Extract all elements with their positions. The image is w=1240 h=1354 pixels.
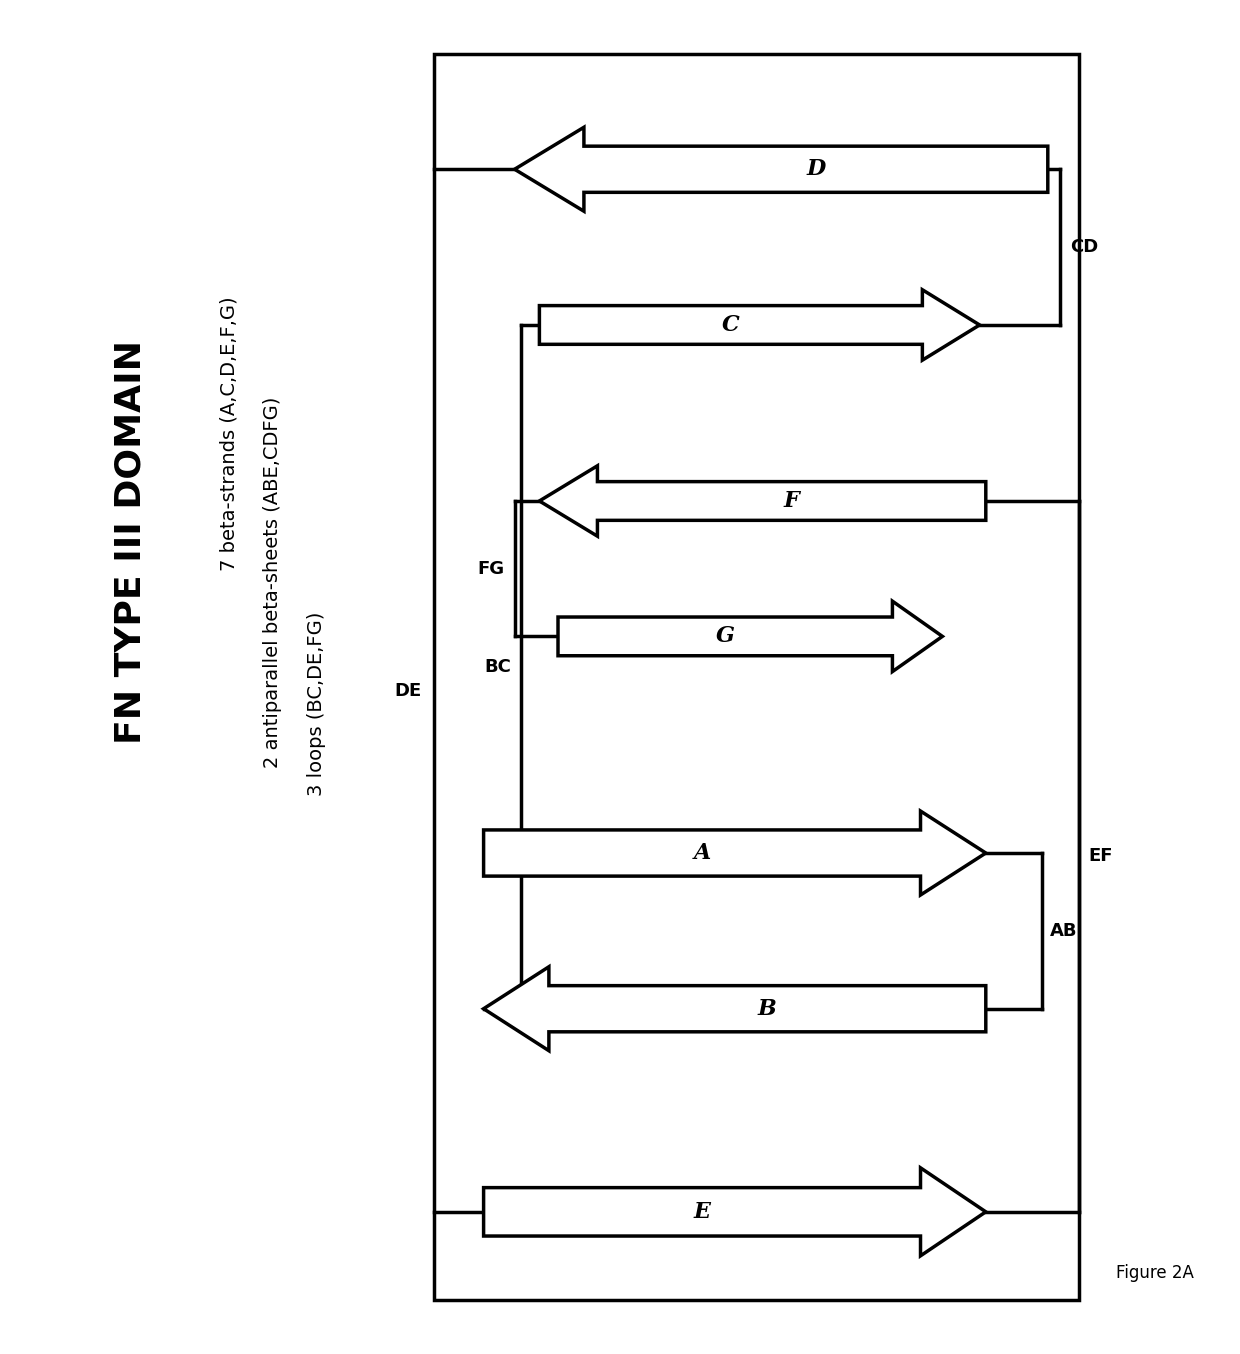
Text: EF: EF xyxy=(1089,848,1114,865)
Text: AB: AB xyxy=(1050,922,1078,940)
Text: 2 antiparallel beta-sheets (ABE,CDFG): 2 antiparallel beta-sheets (ABE,CDFG) xyxy=(263,397,283,768)
Text: G: G xyxy=(715,626,735,647)
Text: DE: DE xyxy=(394,681,422,700)
Text: BC: BC xyxy=(484,658,511,676)
FancyArrow shape xyxy=(484,811,986,895)
Text: A: A xyxy=(693,842,711,864)
Text: CD: CD xyxy=(1070,238,1099,256)
FancyArrow shape xyxy=(539,290,980,360)
FancyArrow shape xyxy=(484,1167,986,1257)
Text: E: E xyxy=(693,1201,711,1223)
Bar xyxy=(434,54,1079,1300)
FancyArrow shape xyxy=(558,601,942,672)
Text: FG: FG xyxy=(477,559,505,578)
Text: Figure 2A: Figure 2A xyxy=(1116,1263,1194,1282)
Text: D: D xyxy=(806,158,826,180)
Text: FN TYPE III DOMAIN: FN TYPE III DOMAIN xyxy=(113,340,148,743)
Text: F: F xyxy=(784,490,800,512)
Text: 7 beta-strands (A,C,D,E,F,G): 7 beta-strands (A,C,D,E,F,G) xyxy=(219,297,239,570)
FancyArrow shape xyxy=(515,127,1048,211)
Text: B: B xyxy=(758,998,776,1020)
FancyArrow shape xyxy=(484,967,986,1051)
FancyArrow shape xyxy=(539,466,986,536)
Text: 3 loops (BC,DE,FG): 3 loops (BC,DE,FG) xyxy=(306,612,326,796)
Text: C: C xyxy=(722,314,740,336)
